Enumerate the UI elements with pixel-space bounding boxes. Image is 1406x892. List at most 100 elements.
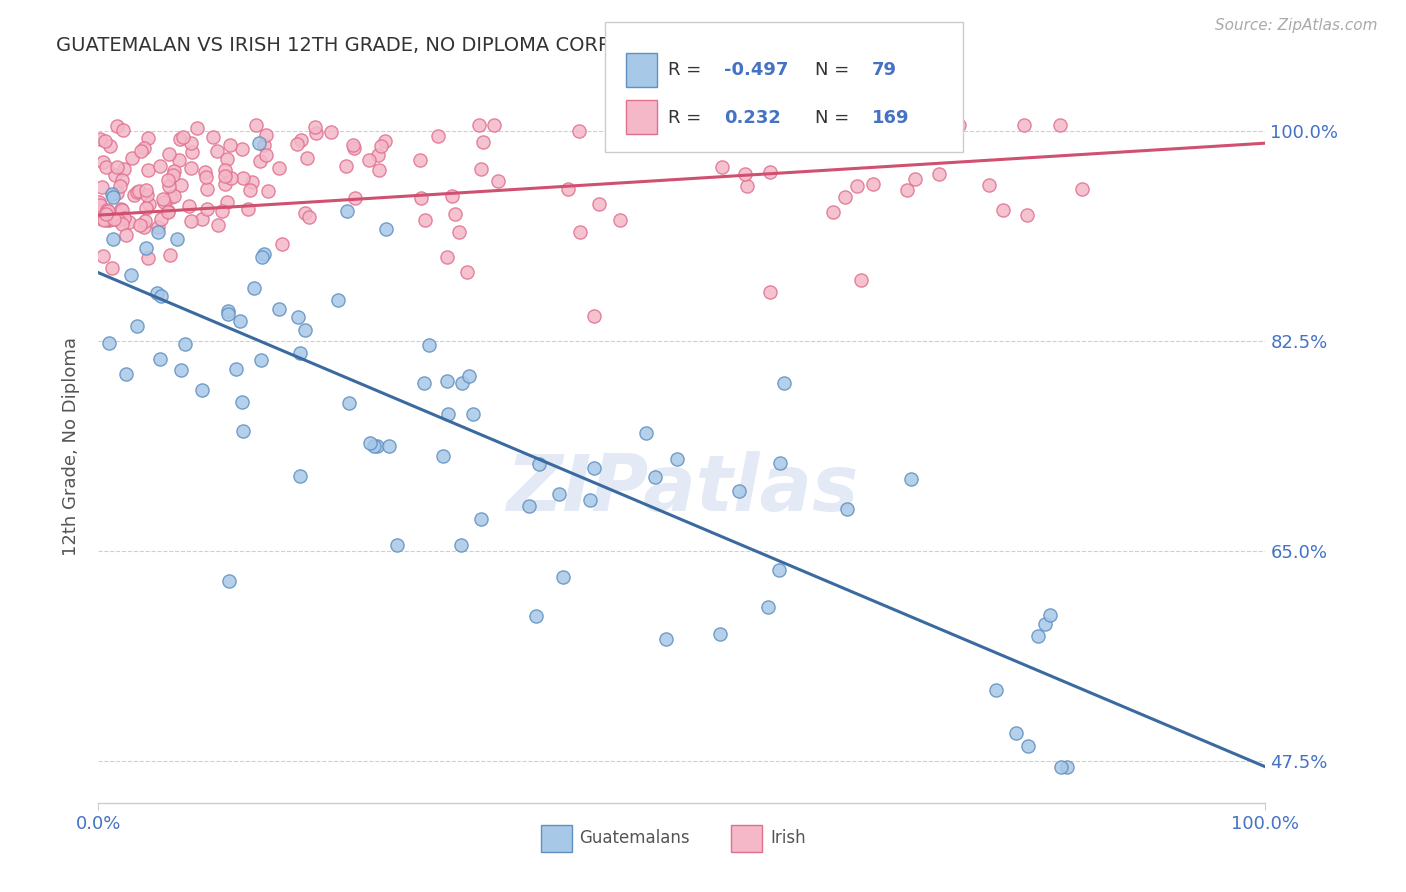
Point xyxy=(214,162,236,177)
Point xyxy=(136,163,159,178)
Point xyxy=(152,193,174,207)
Point xyxy=(136,252,159,266)
Point xyxy=(94,212,117,227)
Point xyxy=(146,219,169,234)
Point xyxy=(436,374,458,388)
Point xyxy=(121,151,143,165)
Point xyxy=(1050,760,1073,774)
Point xyxy=(527,457,550,471)
Point xyxy=(644,470,666,484)
Point xyxy=(214,169,236,183)
Text: 169: 169 xyxy=(872,109,910,127)
Point xyxy=(100,186,122,201)
Point xyxy=(290,133,312,147)
Point xyxy=(207,218,229,232)
Point xyxy=(1017,739,1039,753)
Point xyxy=(295,151,318,165)
Point xyxy=(195,182,218,196)
Point xyxy=(149,288,172,302)
Point xyxy=(146,285,169,300)
Point xyxy=(159,248,181,262)
Point xyxy=(294,323,316,337)
Point xyxy=(180,213,202,227)
Point xyxy=(163,163,186,178)
Point xyxy=(219,171,242,186)
Point xyxy=(377,439,399,453)
Point xyxy=(103,211,125,226)
Point xyxy=(97,204,120,219)
Point xyxy=(569,225,592,239)
Text: N =: N = xyxy=(815,61,855,78)
Text: Guatemalans: Guatemalans xyxy=(579,830,690,847)
Point xyxy=(163,188,186,202)
Point xyxy=(1033,617,1056,632)
Point xyxy=(979,178,1001,193)
Point xyxy=(190,211,212,226)
Point xyxy=(366,439,388,453)
Point xyxy=(290,469,312,483)
Point xyxy=(344,191,367,205)
Point xyxy=(115,367,138,381)
Point xyxy=(211,204,233,219)
Point xyxy=(135,202,157,216)
Point xyxy=(343,141,366,155)
Point xyxy=(111,202,134,217)
Point xyxy=(122,188,145,202)
Text: R =: R = xyxy=(668,61,707,78)
Point xyxy=(245,118,267,132)
Point xyxy=(900,472,922,486)
Point xyxy=(368,162,391,177)
Point xyxy=(180,136,202,150)
Point xyxy=(112,211,135,226)
Point xyxy=(91,155,114,169)
Point xyxy=(195,202,218,217)
Point xyxy=(166,232,188,246)
Point xyxy=(205,144,228,158)
Point xyxy=(149,351,172,366)
Point xyxy=(450,376,472,390)
Point xyxy=(636,426,658,441)
Point xyxy=(359,436,381,450)
Point xyxy=(256,184,278,198)
Point xyxy=(470,161,492,176)
Point xyxy=(654,632,676,646)
Point xyxy=(91,203,114,218)
Point xyxy=(177,198,200,212)
Point xyxy=(437,407,460,421)
Point xyxy=(181,145,204,160)
Point xyxy=(436,250,458,264)
Point xyxy=(253,137,276,152)
Point xyxy=(367,148,389,162)
Point xyxy=(157,178,180,193)
Text: N =: N = xyxy=(815,109,855,127)
Point xyxy=(486,173,509,187)
Point xyxy=(96,160,118,174)
Point xyxy=(305,126,328,140)
Point xyxy=(105,120,128,134)
Point xyxy=(862,177,884,191)
Point xyxy=(449,225,471,239)
Point xyxy=(247,136,270,151)
Y-axis label: 12th Grade, No Diploma: 12th Grade, No Diploma xyxy=(62,336,80,556)
Point xyxy=(319,125,342,139)
Point xyxy=(1017,208,1039,222)
Point xyxy=(170,362,193,376)
Point xyxy=(759,285,782,299)
Point xyxy=(524,608,547,623)
Point xyxy=(1005,726,1028,740)
Point xyxy=(135,242,157,256)
Point xyxy=(254,148,277,162)
Point xyxy=(101,261,124,276)
Point xyxy=(217,304,239,318)
Point xyxy=(180,161,202,175)
Point xyxy=(253,247,276,261)
Point xyxy=(845,179,868,194)
Point xyxy=(217,307,239,321)
Point xyxy=(94,134,117,148)
Point xyxy=(418,338,440,352)
Point xyxy=(769,456,792,470)
Text: R =: R = xyxy=(668,109,707,127)
Point xyxy=(236,202,259,217)
Point xyxy=(471,136,494,150)
Point xyxy=(426,129,449,144)
